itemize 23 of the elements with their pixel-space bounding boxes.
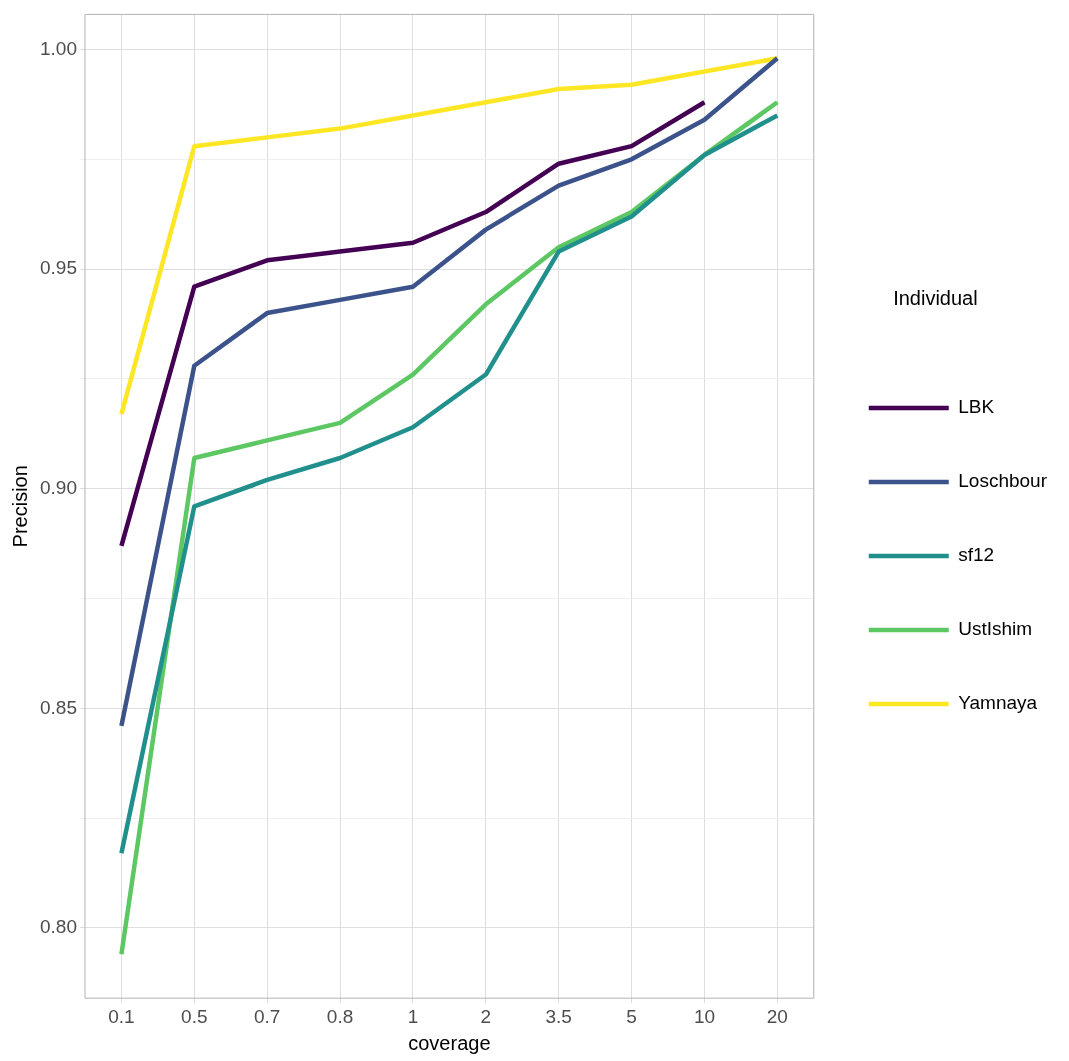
- x-tick-label: 0.5: [181, 1005, 208, 1027]
- x-tick-label: 0.8: [326, 1005, 354, 1027]
- x-tick-label: 0.7: [253, 1005, 281, 1027]
- legend-label: Loschbour: [958, 470, 1048, 492]
- legend-label: Yamnaya: [958, 692, 1038, 714]
- y-tick-label: 0.85: [40, 696, 77, 718]
- legend-label: sf12: [958, 544, 995, 566]
- y-tick-label: 0.80: [40, 916, 77, 938]
- x-tick-label: 1: [407, 1005, 419, 1027]
- y-tick-label: 0.95: [40, 257, 77, 279]
- x-tick-label: 3.5: [545, 1005, 572, 1027]
- x-tick-label: 0.1: [108, 1005, 135, 1027]
- x-axis-title: coverage: [408, 1031, 491, 1054]
- y-axis-title: Precision: [8, 465, 31, 548]
- y-tick-label: 1.00: [40, 37, 77, 59]
- x-tick-label: 5: [626, 1005, 637, 1027]
- x-tick-label: 10: [693, 1005, 716, 1027]
- y-tick-label: 0.90: [40, 476, 77, 498]
- x-tick-label: 2: [480, 1005, 492, 1027]
- x-tick-label: 20: [766, 1005, 788, 1027]
- legend-label: UstIshim: [958, 618, 1033, 640]
- legend-title: Individual: [893, 287, 978, 310]
- legend-label: LBK: [958, 396, 995, 418]
